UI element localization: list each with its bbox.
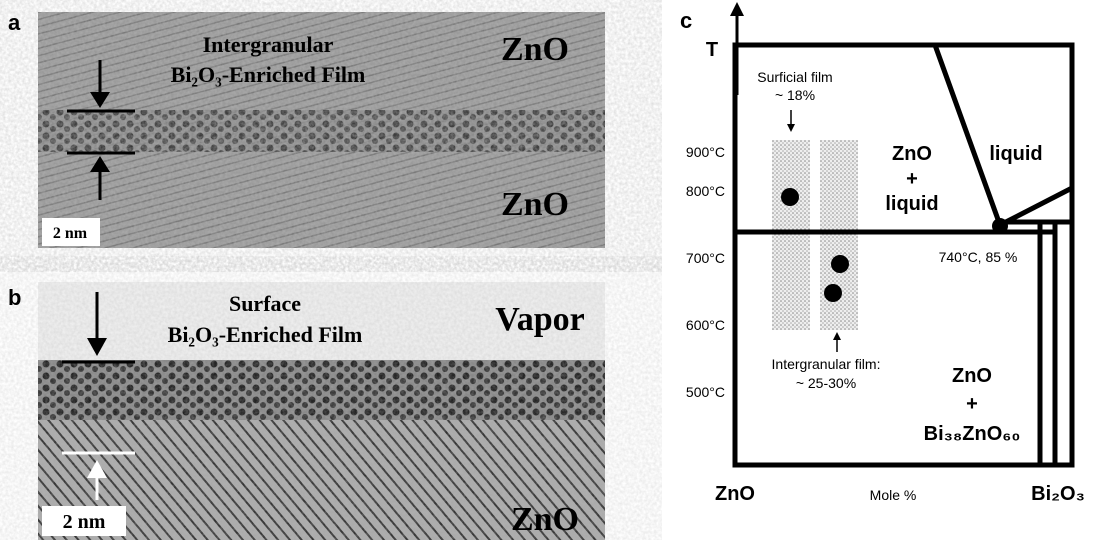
x-label: ZnO xyxy=(715,483,755,505)
phase-label: ZnO xyxy=(501,186,569,223)
temp-label: 600°C xyxy=(686,317,725,333)
region-label: liquid xyxy=(989,143,1042,165)
temp-label: 700°C xyxy=(686,250,725,266)
annotation: ~ 25-30% xyxy=(796,375,856,391)
scale-bar: 2 nm xyxy=(63,511,106,533)
region-label: + xyxy=(906,168,918,190)
temp-label: 900°C xyxy=(686,144,725,160)
region-label: liquid xyxy=(885,193,938,215)
panel-a: a Intergranular Bi₂O₃-Enriched Film ZnO … xyxy=(8,10,605,248)
film-label: Surface xyxy=(229,291,301,316)
region-label: ZnO xyxy=(892,143,932,165)
region-label: + xyxy=(966,393,978,415)
scale-bar: 2 nm xyxy=(53,225,88,242)
film-label: Bi₂O₃-Enriched Film xyxy=(171,62,366,87)
temp-label: 800°C xyxy=(686,183,725,199)
x-label: Mole % xyxy=(870,487,917,503)
temp-label: 500°C xyxy=(686,384,725,400)
panel-letter: b xyxy=(8,285,21,310)
film-range xyxy=(820,140,858,330)
phase-label: ZnO xyxy=(501,31,569,68)
film-range xyxy=(772,140,810,330)
panel-c: c T 900°C 800°C 700°C 600°C 500°C Surfic… xyxy=(680,2,1085,505)
axis-label: T xyxy=(706,39,718,61)
film-label: Intergranular xyxy=(203,32,334,57)
annotation: ~ 18% xyxy=(775,87,815,103)
x-label: Bi₂O₃ xyxy=(1031,483,1085,505)
panel-letter: c xyxy=(680,8,692,33)
panel-b: b Surface Bi₂O₃-Enriched Film Vapor ZnO … xyxy=(8,282,605,540)
annotation: Intergranular film: xyxy=(772,356,881,372)
region-label: Bi₃₈ZnO₆₀ xyxy=(924,423,1021,445)
annotation: 740°C, 85 % xyxy=(939,249,1018,265)
annotation: Surficial film xyxy=(757,69,832,85)
region-label: ZnO xyxy=(952,365,992,387)
film-label: Bi₂O₃-Enriched Film xyxy=(168,322,363,347)
phase-label: Vapor xyxy=(495,301,584,338)
panel-letter: a xyxy=(8,10,21,35)
figure: a Intergranular Bi₂O₃-Enriched Film ZnO … xyxy=(0,0,1093,540)
phase-label: ZnO xyxy=(511,501,579,538)
